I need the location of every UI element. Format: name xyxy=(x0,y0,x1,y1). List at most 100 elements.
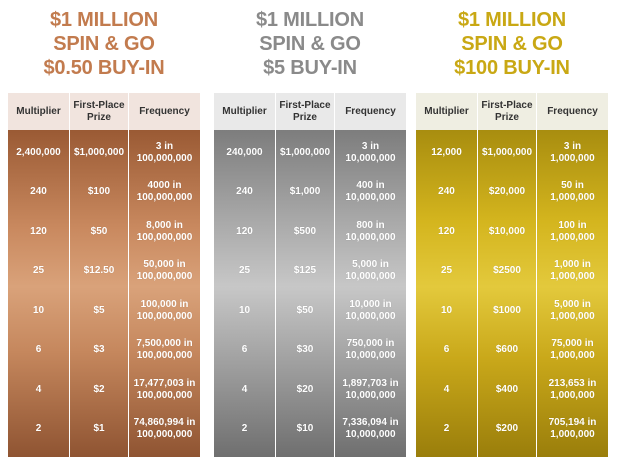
title-line: SPIN & GO xyxy=(53,33,155,55)
multiplier-cell: 10 xyxy=(32,304,45,316)
multiplier-cell: 4 xyxy=(35,383,42,395)
column-frequency: 3 in 10,000,000 400 in 10,000,000 800 in 1… xyxy=(335,130,406,457)
prize-cell: $5 xyxy=(93,304,105,316)
frequency-cell: 8,000 in 100,000,000 xyxy=(136,219,193,243)
multiplier-cell: 120 xyxy=(236,225,253,237)
frequency-cell: 3 in 1,000,000 xyxy=(550,141,595,164)
prize-cell: $20,000 xyxy=(488,186,526,198)
frequency-cell: 3 in 10,000,000 xyxy=(345,141,396,164)
header-first-place-prize: First-Place Prize xyxy=(478,93,536,130)
column-divider xyxy=(275,130,276,457)
multiplier-cell: 6 xyxy=(443,344,450,356)
prize-cell: $10 xyxy=(296,422,314,434)
prize-cell: $1,000,000 xyxy=(279,147,331,158)
prize-table: Multiplier First-Place Prize Frequency 240,… xyxy=(214,93,406,457)
prize-cell: $50 xyxy=(296,304,314,316)
prize-table: Multiplier First-Place Prize Frequency 12,0… xyxy=(416,93,608,457)
prize-cell: $30 xyxy=(296,344,314,356)
frequency-cell: 7,336,094 in 10,000,000 xyxy=(342,416,399,440)
multiplier-cell: 4 xyxy=(241,383,248,395)
header-frequency: Frequency xyxy=(537,93,608,130)
multiplier-cell: 2 xyxy=(35,422,42,434)
multiplier-cell: 240 xyxy=(30,186,47,198)
frequency-cell: 800 in 10,000,000 xyxy=(345,219,396,243)
prize-cell: $100 xyxy=(87,186,111,198)
column-frequency: 3 in 1,000,000 50 in 1,000,000 100 in 1,00… xyxy=(537,130,608,457)
frequency-cell: 100,000 in 100,000,000 xyxy=(136,298,193,322)
frequency-cell: 17,477,003 in 100,000,000 xyxy=(133,377,196,401)
column-divider xyxy=(69,130,70,457)
prize-cell: $2500 xyxy=(493,265,521,277)
multiplier-cell: 10 xyxy=(238,304,251,316)
panel-title: $1 MILLION SPIN & GO $100 BUY-IN xyxy=(416,0,608,88)
frequency-cell: 100 in 1,000,000 xyxy=(550,219,595,243)
header-divider xyxy=(536,93,537,130)
multiplier-cell: 25 xyxy=(32,265,45,277)
header-divider xyxy=(128,93,129,130)
prize-cell: $400 xyxy=(495,383,519,395)
prize-cell: $200 xyxy=(495,422,519,434)
frequency-cell: 74,860,994 in 100,000,000 xyxy=(133,416,196,440)
prize-cell: $3 xyxy=(93,344,105,356)
panel-title: $1 MILLION SPIN & GO $5 BUY-IN xyxy=(214,0,406,88)
prize-cell: $125 xyxy=(293,265,317,277)
frequency-cell: 3 in 100,000,000 xyxy=(136,141,193,164)
frequency-cell: 50,000 in 100,000,000 xyxy=(136,259,193,283)
column-divider xyxy=(477,130,478,457)
prize-cell: $2 xyxy=(93,383,105,395)
column-divider xyxy=(536,130,537,457)
multiplier-cell: 25 xyxy=(440,265,453,277)
header-first-place-prize: First-Place Prize xyxy=(276,93,334,130)
header-divider xyxy=(69,93,70,130)
title-line: $1 MILLION xyxy=(457,9,566,31)
frequency-cell: 5,000 in 10,000,000 xyxy=(345,259,396,283)
header-first-place-prize: First-Place Prize xyxy=(70,93,128,130)
prize-cell: $1,000,000 xyxy=(481,147,533,158)
prize-panel-bronze: $1 MILLION SPIN & GO $0.50 BUY-IN Multiplie… xyxy=(8,0,200,469)
prize-table: Multiplier First-Place Prize Frequency 2,40… xyxy=(8,93,200,457)
title-line: $100 BUY-IN xyxy=(454,57,570,79)
multiplier-cell: 120 xyxy=(438,225,455,237)
frequency-cell: 1,000 in 1,000,000 xyxy=(550,259,595,283)
multiplier-cell: 25 xyxy=(238,265,251,277)
column-multiplier: 12,000 240 120 25 10 6 4 2 xyxy=(416,130,477,457)
prize-cell: $500 xyxy=(293,225,317,237)
multiplier-cell: 120 xyxy=(30,225,47,237)
frequency-cell: 400 in 10,000,000 xyxy=(345,180,396,204)
title-line: $1 MILLION xyxy=(49,9,158,31)
frequency-cell: 213,653 in 1,000,000 xyxy=(548,377,597,401)
prize-cell: $1,000 xyxy=(289,186,321,198)
header-divider xyxy=(275,93,276,130)
frequency-cell: 1,897,703 in 10,000,000 xyxy=(342,377,399,401)
title-line: SPIN & GO xyxy=(461,33,563,55)
title-line: SPIN & GO xyxy=(259,33,361,55)
multiplier-cell: 240 xyxy=(438,186,455,198)
header-divider xyxy=(477,93,478,130)
multiplier-cell: 2 xyxy=(443,422,450,434)
prize-cell: $600 xyxy=(495,344,519,356)
prize-cell: $1 xyxy=(93,422,105,434)
prize-cell: $12.50 xyxy=(83,265,115,277)
header-multiplier: Multiplier xyxy=(8,93,69,130)
multiplier-cell: 6 xyxy=(35,344,42,356)
prize-cell: $50 xyxy=(90,225,108,237)
header-frequency: Frequency xyxy=(129,93,200,130)
column-multiplier: 240,000 240 120 25 10 6 4 2 xyxy=(214,130,275,457)
column-divider xyxy=(128,130,129,457)
multiplier-cell: 240 xyxy=(236,186,253,198)
frequency-cell: 4000 in 100,000,000 xyxy=(136,180,193,204)
column-multiplier: 2,400,000 240 120 25 10 6 4 2 xyxy=(8,130,69,457)
column-prize: $1,000,000 $100 $50 $12.50 $5 $3 $2 $1 xyxy=(70,130,128,457)
prize-panel-silver: $1 MILLION SPIN & GO $5 BUY-IN Multiplier Fi… xyxy=(214,0,406,469)
multiplier-cell: 240,000 xyxy=(226,147,263,158)
prize-cell: $20 xyxy=(296,383,314,395)
prize-cell: $1000 xyxy=(493,304,521,316)
frequency-cell: 705,194 in 1,000,000 xyxy=(548,416,597,440)
multiplier-cell: 6 xyxy=(241,344,248,356)
prize-cell: $1,000,000 xyxy=(73,147,125,158)
column-prize: $1,000,000 $20,000 $10,000 $2500 $1000 $600 $4… xyxy=(478,130,536,457)
frequency-cell: 7,500,000 in 100,000,000 xyxy=(136,338,193,362)
column-prize: $1,000,000 $1,000 $500 $125 $50 $30 $20 $10 xyxy=(276,130,334,457)
multiplier-cell: 12,000 xyxy=(431,147,462,158)
header-divider xyxy=(334,93,335,130)
